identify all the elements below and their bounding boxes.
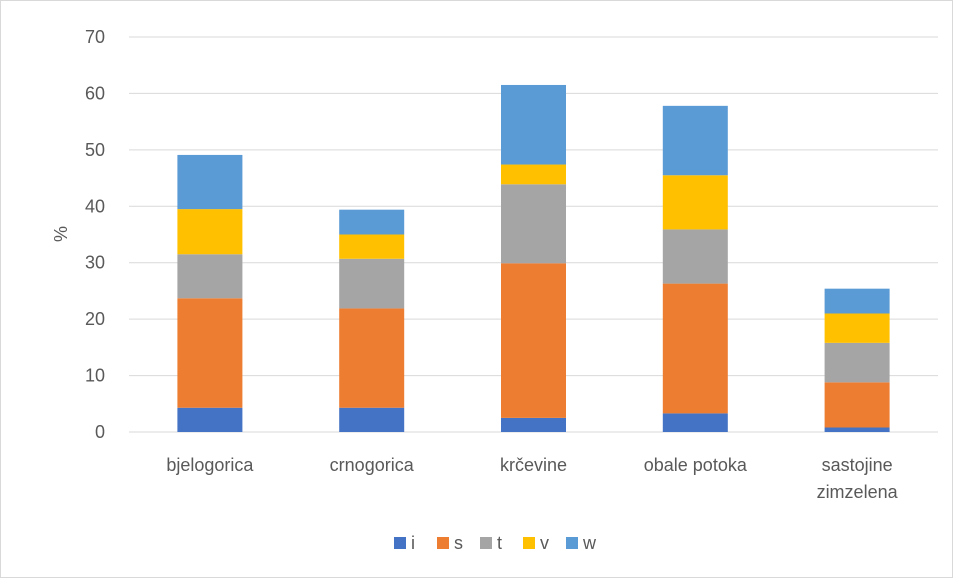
- bar-segment-w: [662, 105, 728, 176]
- bar-segment-s: [501, 263, 566, 418]
- bars: [177, 84, 890, 432]
- bar-segment-w: [824, 288, 890, 314]
- legend-label-w: w: [582, 533, 597, 553]
- bar-segment-i: [501, 417, 566, 432]
- bar-segment-t: [824, 342, 890, 383]
- bar-segment-t: [662, 229, 728, 284]
- y-tick-label: 0: [95, 422, 105, 442]
- bar-segment-i: [662, 413, 728, 432]
- bar-segment-t: [339, 258, 405, 309]
- bar-segment-w: [177, 154, 243, 210]
- bar-segment-s: [177, 298, 243, 408]
- legend-label-i: i: [411, 533, 415, 553]
- legend-swatch-i: [394, 537, 406, 549]
- y-tick-label: 50: [85, 140, 105, 160]
- bar-segment-i: [177, 407, 243, 432]
- y-tick-labels: 0 10 20 30 40 50 60 70: [85, 27, 105, 442]
- bar-segment-i: [339, 407, 405, 432]
- bar-segment-s: [662, 283, 728, 414]
- y-tick-label: 60: [85, 83, 105, 103]
- y-tick-label: 30: [85, 253, 105, 273]
- bar-segment-v: [501, 164, 566, 185]
- bar-segment-s: [824, 382, 890, 428]
- category-label: crnogorica: [330, 455, 415, 475]
- bar-segment-v: [662, 175, 728, 230]
- bar-segment-v: [177, 209, 243, 255]
- y-tick-label: 10: [85, 366, 105, 386]
- category-label: sastojine: [822, 455, 893, 475]
- y-axis-title: %: [51, 226, 71, 242]
- legend-label-s: s: [454, 533, 463, 553]
- bar-segment-i: [824, 427, 890, 432]
- category-labels: bjelogorica crnogorica krčevine obale potok…: [166, 455, 898, 502]
- category-label: obale potoka: [644, 455, 748, 475]
- bar-segment-v: [824, 313, 890, 343]
- legend-swatch-v: [523, 537, 535, 549]
- bar-segment-v: [339, 234, 405, 259]
- legend-swatch-w: [566, 537, 578, 549]
- legend-label-v: v: [540, 533, 549, 553]
- bar-segment-w: [339, 209, 405, 235]
- bar-segment-w: [501, 84, 566, 165]
- category-label: zimzelena: [817, 482, 899, 502]
- y-tick-label: 20: [85, 309, 105, 329]
- y-tick-label: 70: [85, 27, 105, 47]
- bar-segment-t: [501, 184, 566, 264]
- legend-swatch-s: [437, 537, 449, 549]
- bar-segment-s: [339, 308, 405, 408]
- legend-label-t: t: [497, 533, 502, 553]
- bar-segment-t: [177, 254, 243, 299]
- category-label: bjelogorica: [166, 455, 254, 475]
- y-tick-label: 40: [85, 196, 105, 216]
- category-label: krčevine: [500, 455, 567, 475]
- legend-swatch-t: [480, 537, 492, 549]
